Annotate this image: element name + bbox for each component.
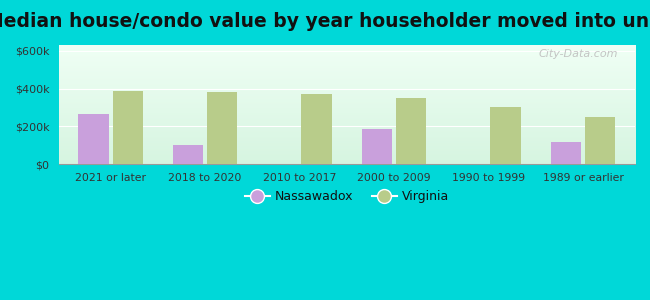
Bar <box>491 107 521 164</box>
Bar <box>112 91 143 164</box>
Bar <box>585 117 615 164</box>
Bar <box>173 145 203 164</box>
Bar <box>79 114 109 164</box>
Text: Median house/condo value by year householder moved into unit: Median house/condo value by year househo… <box>0 12 650 31</box>
Bar <box>207 92 237 164</box>
Bar <box>396 98 426 164</box>
Bar <box>302 94 332 164</box>
Legend: Nassawadox, Virginia: Nassawadox, Virginia <box>240 185 454 208</box>
Bar <box>551 142 581 164</box>
Bar <box>362 129 392 164</box>
Text: City-Data.com: City-Data.com <box>538 49 617 58</box>
